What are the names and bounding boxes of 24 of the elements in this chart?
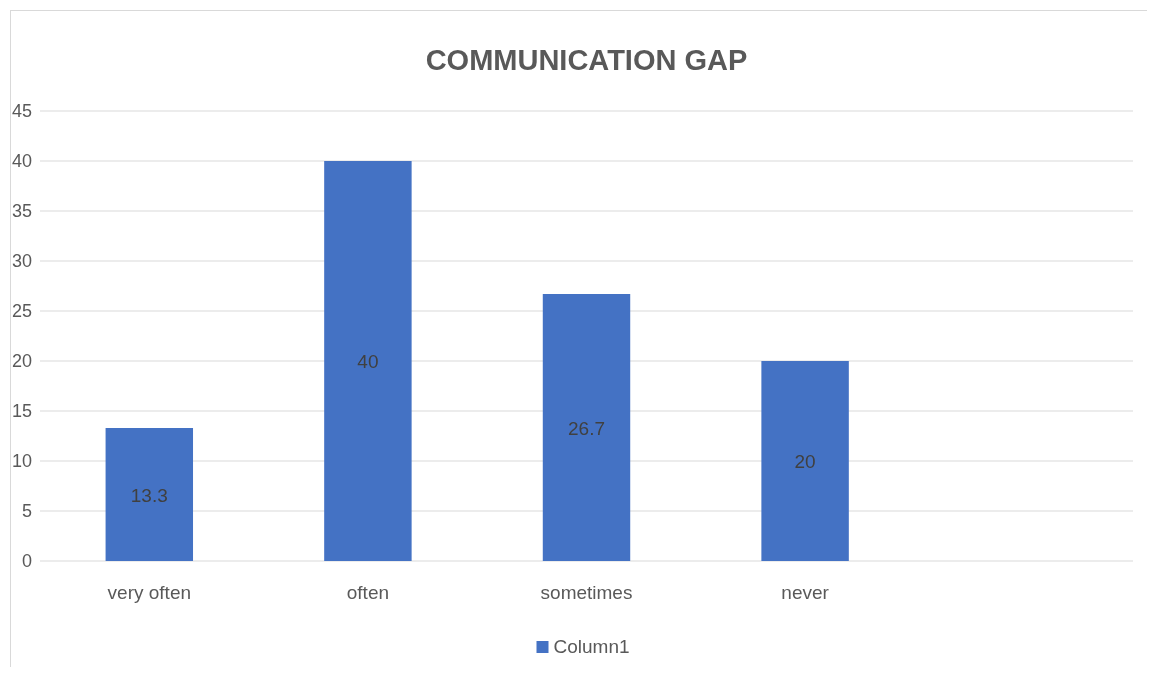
data-label: 13.3 [130,484,168,506]
bar [542,294,631,561]
x-tick-label: never [781,582,830,603]
y-tick-label: 15 [11,401,32,421]
bar [105,428,194,561]
data-label: 26.7 [568,417,605,439]
y-tick-label: 35 [11,201,32,221]
x-tick-label: often [346,582,390,603]
data-label: 40 [357,351,379,372]
y-tick-label: 45 [11,101,32,121]
y-tick-label: 0 [21,551,32,571]
x-tick-label: sometimes [540,582,633,603]
x-tick-label: very often [107,582,192,603]
bar [324,161,412,561]
y-tick-label: 25 [11,301,32,321]
y-tick-label: 5 [21,501,32,521]
y-tick-label: 20 [11,351,32,371]
y-tick-label: 30 [11,251,32,271]
bar [761,361,849,561]
legend-label: Column1 [553,636,630,657]
y-tick-label: 10 [11,451,32,471]
chart-title: COMMUNICATION GAP [425,44,748,76]
y-tick-label: 40 [11,151,32,171]
data-label: 20 [794,451,816,472]
